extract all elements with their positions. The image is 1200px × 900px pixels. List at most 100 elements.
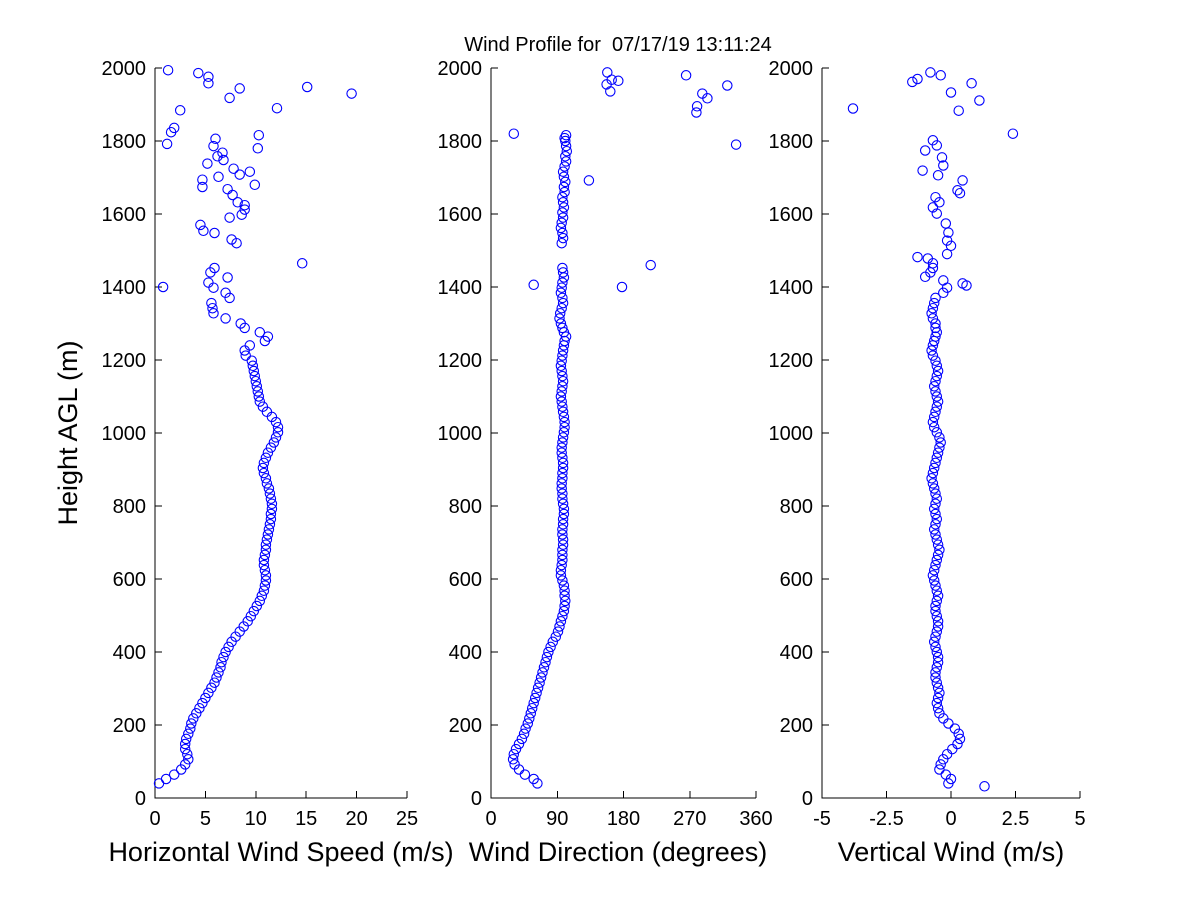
y-tick-label: 400 [780,642,813,664]
data-point-circle [188,713,199,724]
data-point-circle [931,534,943,545]
data-point-circle [507,754,519,765]
data-point-circle [252,143,264,154]
data-point-circle [557,519,569,530]
data-point-circle [209,677,220,688]
data-point-circle [557,539,569,550]
data-point-circle [930,318,941,329]
data-point-circle [925,67,936,78]
data-point-circle [560,176,571,188]
data-point-circle [943,718,954,729]
data-point-circle [557,610,568,622]
data-point-circle [208,308,219,319]
subplot-wind-direction: 0 90 180 270 360 0 200 400 600 800 1000 1200 1400 160… [438,58,773,830]
data-point-circle [266,503,278,515]
data-point-circle [930,386,941,397]
data-point-circle [200,692,211,704]
data-point-circle [557,544,568,556]
data-point-circle [251,600,263,612]
data-point-circle [934,687,945,699]
data-point-circle [954,187,966,199]
data-point-circle [265,493,277,504]
data-point-circle [927,313,939,324]
data-point-circle [931,554,943,566]
data-point-circle [945,87,957,98]
data-point-circle [930,322,941,334]
data-point-circle [213,171,224,183]
data-point-circle [174,105,186,116]
data-point-circle [554,308,566,319]
data-point-circle [520,723,531,734]
y-axis-label: Height AGL (m) [53,340,83,525]
y-tick-label: 800 [780,496,813,518]
x-tick-label: 20 [345,808,367,830]
data-point-circle [927,262,939,274]
data-point-circle [266,498,278,510]
data-point-circle [525,708,537,719]
data-point-circle [529,692,541,704]
data-point-circle [934,442,945,453]
y-tick-label: 1400 [102,277,147,299]
x-tick-label: 270 [673,808,706,830]
data-point-circle [257,401,269,412]
data-point-circle [508,128,520,139]
data-point-circle [559,161,570,172]
data-point-circle [220,313,231,324]
data-point-circle [912,251,923,263]
data-point-circle [242,616,253,627]
x-tick-label: 0 [149,808,160,830]
data-point-circle [253,129,265,141]
data-point-circle [203,277,214,288]
data-point-circle [919,145,931,156]
data-point-circle [244,166,256,177]
data-point-circle [934,708,945,719]
data-point-circle [941,235,953,246]
data-point-circle [931,595,943,607]
data-point-circle [557,227,568,239]
data-point-circle [558,508,570,520]
data-point-circle [226,234,237,245]
data-point-circle [931,626,943,637]
data-point-circle [510,743,522,755]
data-point-circle [927,467,939,479]
y-tick-label: 2000 [102,58,147,80]
data-point-circle [236,209,247,220]
data-point-circle [558,503,570,515]
data-point-circle [218,154,229,166]
data-point-circle [265,508,277,520]
data-point-circle [262,529,274,540]
data-point-circle [254,327,266,338]
y-tick-label: 400 [449,642,482,664]
data-point-circle [522,718,534,729]
data-point-circle [217,147,228,158]
data-point-circle [931,610,943,622]
data-point-circle [931,370,943,382]
data-point-circle [259,564,271,576]
data-point-circle [249,370,261,382]
data-point-circle [259,549,271,561]
y-tick-label: 0 [471,788,482,810]
data-point-circle [257,462,269,474]
data-point-circle [932,656,944,668]
data-point-circle [220,287,231,299]
data-point-circle [557,197,569,208]
x-tick-label: 2.5 [1002,808,1030,830]
data-point-circle [265,513,277,525]
data-point-circle [208,282,219,293]
data-point-circle [557,262,568,274]
data-point-circle [222,183,233,195]
x-tick-label: 15 [295,808,317,830]
data-point-circle [234,169,245,180]
data-point-circle [535,672,547,683]
data-point-circle [927,570,939,581]
data-point-circle [697,88,708,99]
data-point-circle [930,672,941,683]
data-point-circle [197,181,208,193]
data-point-circle [203,78,214,89]
y-tick-label: 600 [780,569,813,591]
data-point-circle [557,166,569,177]
y-tick-label: 0 [802,788,813,810]
data-point-circle [194,702,205,714]
y-tick-label: 200 [449,715,482,737]
data-point-circle [557,401,568,412]
